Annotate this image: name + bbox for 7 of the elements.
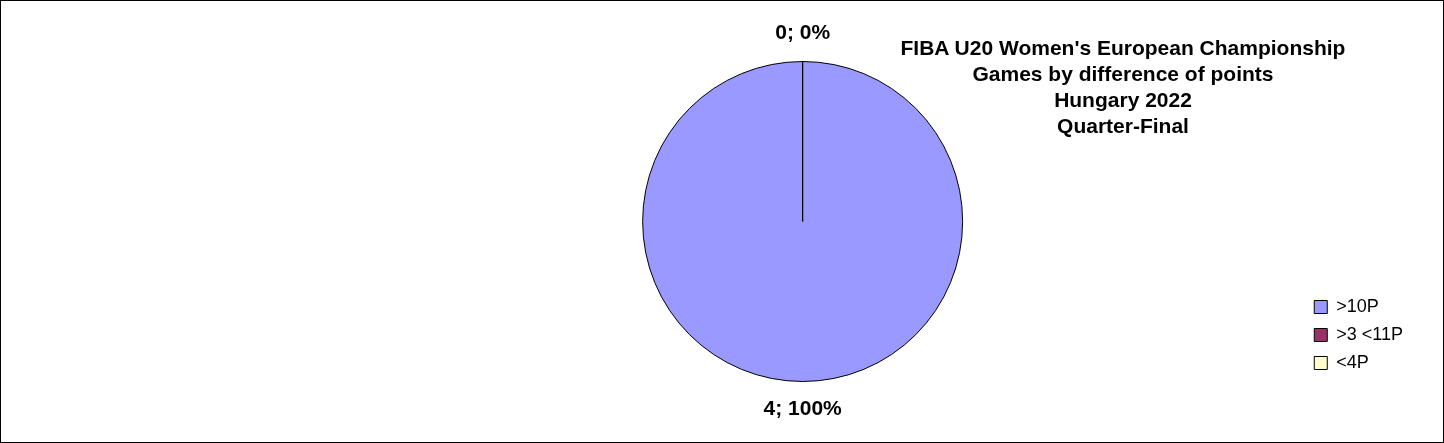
chart-title: FIBA U20 Women's European Championship (900, 36, 1346, 59)
text: Games by difference of points Hungary 2022 Quarter-Final (971, 61, 1275, 139)
text: 0; 0% (775, 20, 831, 44)
legend-label: >10P (1336, 295, 1379, 316)
data-label: 4; 100% (763, 396, 843, 420)
legend-label: >3 <11P (1336, 323, 1404, 344)
legend-label: <4P (1336, 351, 1369, 372)
